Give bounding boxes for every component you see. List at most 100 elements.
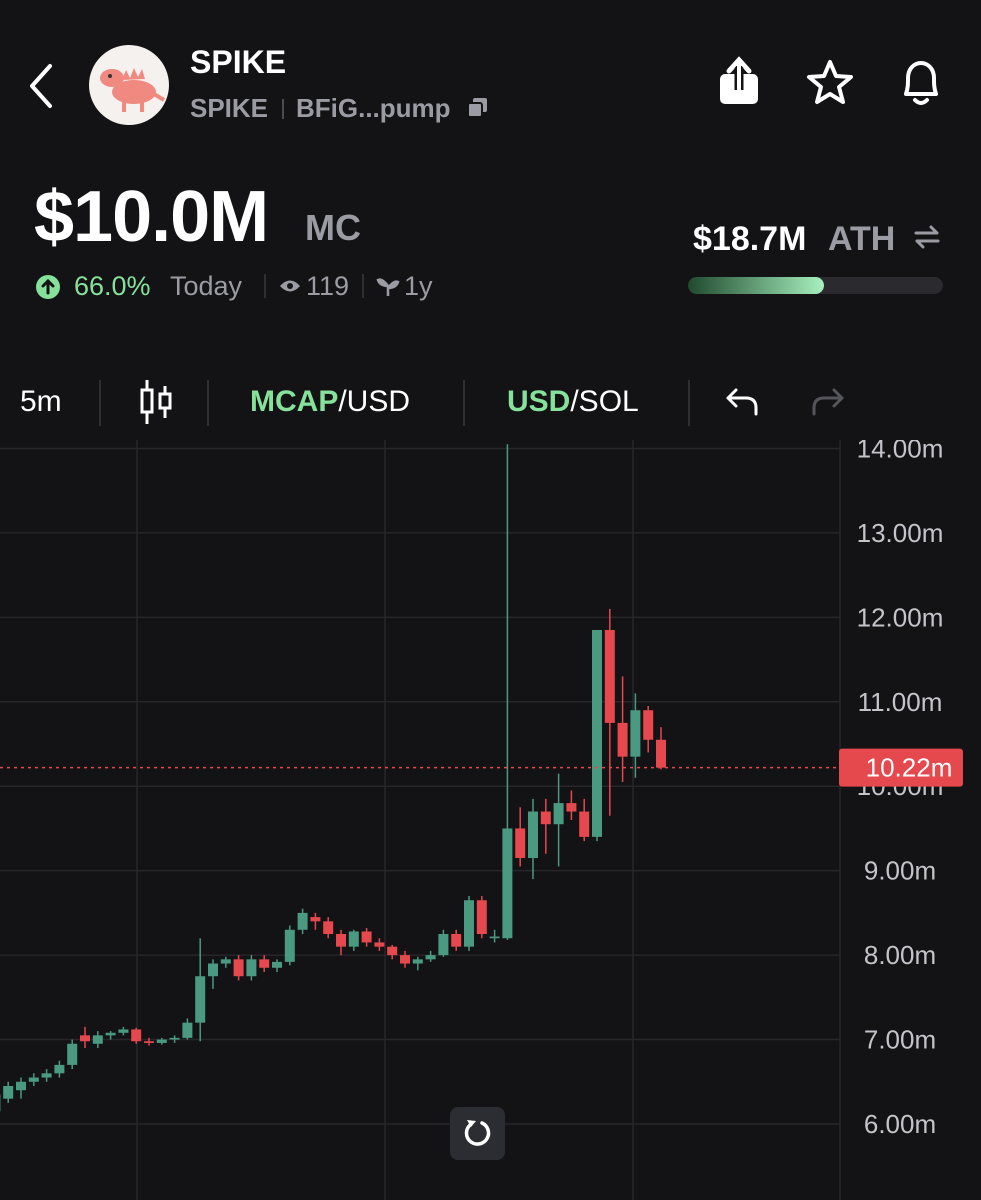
price-label: 10.22m bbox=[866, 753, 953, 783]
interval-selector[interactable]: 5m bbox=[20, 385, 62, 418]
change-percent: 66.0% bbox=[74, 271, 151, 301]
ath-progress-fill bbox=[688, 277, 825, 294]
separator bbox=[688, 380, 690, 426]
candle-body bbox=[579, 811, 590, 837]
alert-button[interactable] bbox=[896, 58, 946, 110]
pair-toggle[interactable]: MCAP/USD bbox=[250, 385, 410, 419]
candle-body bbox=[41, 1073, 52, 1078]
candle-body bbox=[118, 1029, 129, 1033]
candle-body bbox=[284, 929, 295, 962]
watchers-count: 119 bbox=[306, 271, 350, 301]
separator bbox=[282, 99, 284, 119]
back-button[interactable] bbox=[24, 62, 60, 110]
candle-body bbox=[412, 959, 423, 964]
pair-rest: /USD bbox=[338, 385, 411, 418]
token-age: 1y bbox=[404, 271, 433, 301]
candle-body bbox=[246, 959, 257, 977]
reset-chart-button[interactable] bbox=[450, 1107, 505, 1160]
candle-body bbox=[630, 710, 641, 757]
candle-body bbox=[131, 1029, 142, 1042]
y-tick-label: 7.00m bbox=[864, 1025, 936, 1055]
candle-body bbox=[67, 1043, 78, 1065]
redo-button[interactable] bbox=[810, 386, 846, 418]
reset-icon bbox=[464, 1120, 491, 1146]
separator bbox=[99, 380, 101, 426]
separator bbox=[264, 274, 266, 298]
currency-active: USD bbox=[507, 385, 571, 418]
candle-body bbox=[259, 959, 270, 968]
candle-body bbox=[438, 934, 449, 956]
market-cap-unit: MC bbox=[305, 207, 361, 248]
candle-body bbox=[272, 961, 282, 968]
separator bbox=[207, 380, 209, 426]
copy-icon[interactable] bbox=[466, 96, 490, 120]
candle-body bbox=[182, 1022, 193, 1038]
candle-body bbox=[502, 828, 513, 939]
swap-icon[interactable] bbox=[912, 222, 942, 252]
candle-body bbox=[156, 1039, 167, 1043]
candle-body bbox=[28, 1077, 39, 1082]
candlestick-chart: 6.00m7.00m8.00m9.00m10.00m11.00m12.00m13… bbox=[0, 440, 963, 1200]
candle-body bbox=[643, 710, 654, 740]
token-avatar bbox=[89, 45, 169, 125]
candle-body bbox=[16, 1081, 26, 1091]
price-label-bg bbox=[839, 748, 963, 787]
candle-body bbox=[54, 1064, 65, 1074]
candle-body bbox=[489, 936, 500, 939]
separator bbox=[463, 380, 465, 426]
candle-body bbox=[169, 1037, 180, 1040]
candle-body bbox=[195, 976, 206, 1023]
watchers-icon bbox=[280, 280, 300, 292]
candle-body bbox=[540, 811, 551, 825]
candle-body bbox=[566, 803, 577, 812]
token-address[interactable]: BFiG...pump bbox=[296, 93, 451, 123]
pair-active: MCAP bbox=[250, 385, 339, 418]
candle-body bbox=[604, 630, 615, 723]
y-tick-label: 9.00m bbox=[864, 856, 936, 886]
candle-body bbox=[425, 955, 436, 960]
candle-body bbox=[515, 828, 526, 858]
candle-body bbox=[220, 959, 231, 964]
currency-rest: /SOL bbox=[570, 385, 639, 418]
y-tick-label: 6.00m bbox=[864, 1109, 936, 1139]
candle-body bbox=[592, 630, 602, 837]
undo-button[interactable] bbox=[724, 386, 760, 418]
candle-body bbox=[144, 1041, 154, 1043]
token-symbol: SPIKE bbox=[190, 93, 269, 123]
currency-toggle[interactable]: USD/SOL bbox=[507, 385, 639, 419]
chart-type-button[interactable] bbox=[138, 378, 174, 426]
y-tick-label: 11.00m bbox=[858, 687, 943, 717]
candle-body bbox=[451, 934, 462, 947]
candle-body bbox=[310, 917, 321, 922]
candle-body bbox=[208, 963, 218, 977]
change-period: Today bbox=[170, 271, 243, 301]
candle-body bbox=[374, 942, 385, 947]
favorite-button[interactable] bbox=[804, 58, 856, 108]
separator bbox=[362, 274, 364, 298]
y-tick-label: 12.00m bbox=[857, 602, 944, 632]
candle-body bbox=[348, 931, 359, 947]
candle-body bbox=[476, 900, 487, 934]
ath-value: $18.7M bbox=[693, 220, 807, 258]
y-tick-label: 8.00m bbox=[864, 940, 936, 970]
ath-label: ATH bbox=[828, 220, 896, 258]
y-tick-label: 14.00m bbox=[857, 440, 944, 463]
candle-body bbox=[233, 959, 244, 977]
candle-body bbox=[553, 803, 564, 825]
candle-body bbox=[3, 1086, 14, 1099]
age-icon bbox=[376, 278, 400, 296]
share-button[interactable] bbox=[716, 56, 762, 106]
ath-progress-track bbox=[688, 277, 943, 294]
change-up-icon bbox=[36, 275, 60, 299]
candle-body bbox=[656, 739, 666, 768]
candle-body bbox=[336, 934, 346, 947]
candle-body bbox=[80, 1035, 90, 1042]
candle-body bbox=[323, 921, 334, 934]
candle-body bbox=[387, 946, 398, 956]
y-tick-label: 13.00m bbox=[857, 518, 944, 548]
candle-body bbox=[400, 955, 410, 964]
market-cap-value: $10.0M bbox=[34, 177, 269, 257]
candle-body bbox=[361, 931, 372, 943]
candle-body bbox=[297, 912, 308, 930]
